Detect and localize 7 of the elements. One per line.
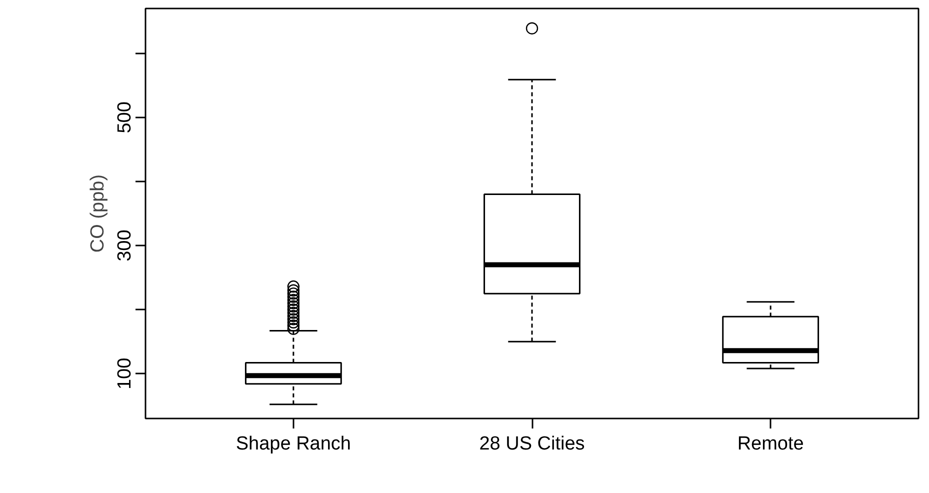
y-axis-title: CO (ppb)	[88, 174, 108, 253]
y-tick-label: 300	[114, 230, 136, 262]
y-tick-label: 500	[114, 102, 136, 134]
x-tick-label: 28 US Cities	[479, 434, 585, 454]
y-tick-label: 100	[114, 358, 136, 390]
x-tick-label: Shape Ranch	[236, 434, 352, 454]
x-tick-label: Remote	[737, 434, 804, 454]
